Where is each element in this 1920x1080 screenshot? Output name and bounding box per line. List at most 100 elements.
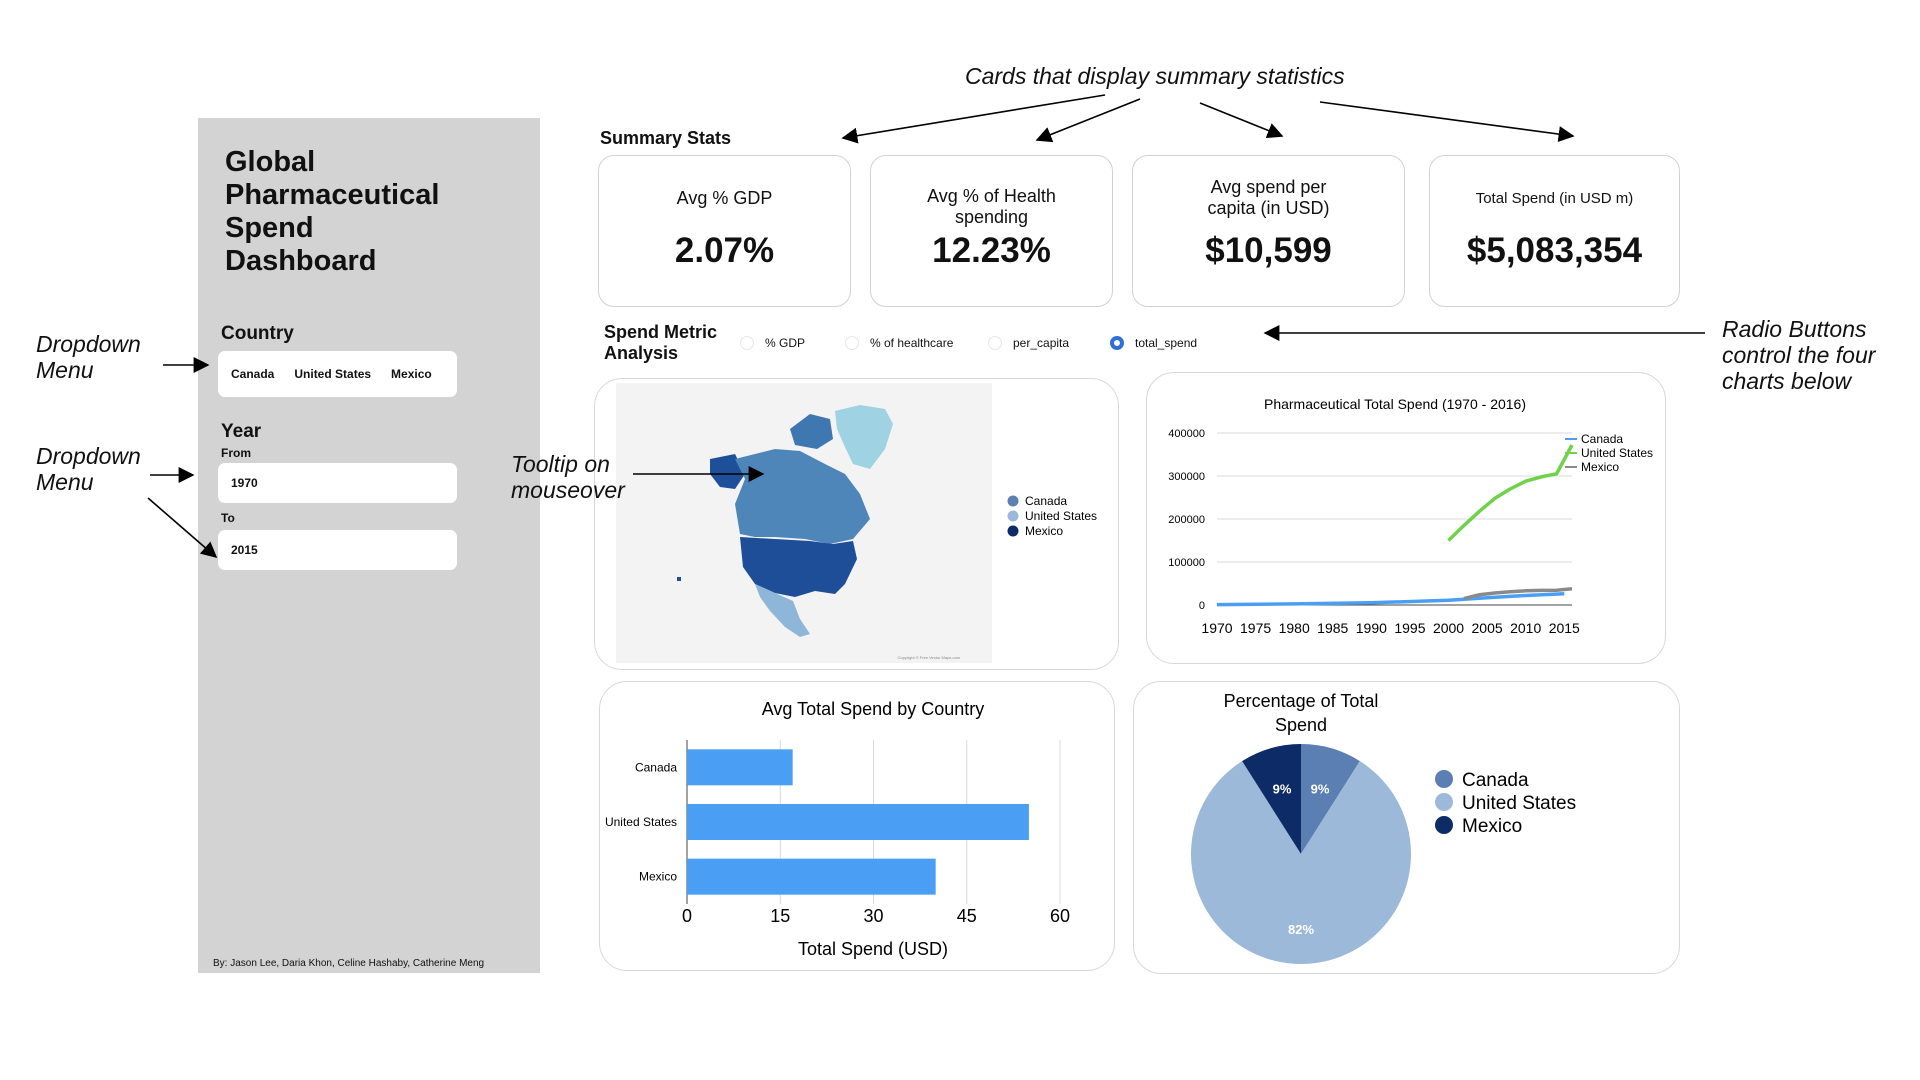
annotation-dropdown-year: Dropdown Menu	[36, 443, 141, 495]
stat-label-per-capita: Avg spend per capita (in USD)	[1133, 177, 1404, 219]
country-option-mexico[interactable]: Mexico	[391, 367, 432, 381]
year-label: Year	[221, 421, 261, 443]
radio-gdp-dot[interactable]	[740, 336, 754, 350]
radio-gdp[interactable]: % GDP	[740, 336, 805, 350]
country-option-canada[interactable]: Canada	[231, 367, 274, 381]
country-label: Country	[221, 323, 294, 345]
arrow-to-card-2	[1037, 99, 1140, 140]
bar-mexico[interactable]	[687, 859, 936, 895]
bar-chart: Avg Total Spend by Country 0 15 30 45 60 Can…	[600, 682, 1116, 972]
stat-card-total: Total Spend (in USD m) $5,083,354	[1429, 155, 1680, 307]
pie-chart: Percentage of Total Spend 9% 82% 9% Canada…	[1134, 682, 1681, 975]
pie-chart-card: Percentage of Total Spend 9% 82% 9% Canada…	[1133, 681, 1680, 974]
map-legend-mexico: Mexico	[1025, 524, 1063, 538]
to-label: To	[221, 511, 235, 525]
pie-chart-title-line2: Spend	[1275, 715, 1327, 735]
arrow-to-card-3	[1200, 103, 1282, 136]
radio-per-capita-dot[interactable]	[988, 336, 1002, 350]
line-x-tick: 1970	[1201, 620, 1232, 636]
credits: By: Jason Lee, Daria Khon, Celine Hashab…	[213, 958, 484, 969]
radio-total-spend-label: total_spend	[1135, 336, 1197, 350]
pie-legend-label: Canada	[1462, 770, 1529, 791]
line-chart-title: Pharmaceutical Total Spend (1970 - 2016)	[1264, 396, 1526, 412]
map-region-hawaii[interactable]	[677, 577, 681, 581]
radio-per-capita-label: per_capita	[1013, 336, 1069, 350]
stat-value-health: 12.23%	[871, 231, 1112, 271]
line-x-tick: 2015	[1549, 620, 1580, 636]
sidebar: Global Pharmaceutical Spend Dashboard Co…	[198, 118, 540, 973]
map-card: Copyright © Free Vector Maps.com Canada …	[594, 378, 1119, 670]
map-legend-united-states-swatch	[1008, 511, 1019, 522]
line-legend-label: Mexico	[1581, 460, 1619, 474]
year-to-dropdown[interactable]: 2015	[218, 530, 457, 570]
country-option-united-states[interactable]: United States	[294, 367, 371, 381]
map-svg: Copyright © Free Vector Maps.com Canada …	[595, 379, 1120, 671]
bar-x-tick: 30	[863, 906, 883, 926]
line-chart-card: Pharmaceutical Total Spend (1970 - 2016)…	[1146, 372, 1666, 664]
map-legend-mexico-swatch	[1008, 526, 1019, 537]
radio-healthcare-dot[interactable]	[845, 336, 859, 350]
bar-chart-title: Avg Total Spend by Country	[762, 699, 984, 719]
arrow-to-card-4	[1320, 102, 1573, 136]
bar-chart-card: Avg Total Spend by Country 0 15 30 45 60 Can…	[599, 681, 1115, 971]
bar-x-tick: 45	[957, 906, 977, 926]
country-dropdown[interactable]: Canada United States Mexico	[218, 351, 457, 397]
pie-slice-label: 82%	[1288, 922, 1314, 937]
pie-legend-swatch	[1435, 793, 1453, 811]
stat-value-per-capita: $10,599	[1133, 231, 1404, 271]
bar-chart-xlabel: Total Spend (USD)	[798, 939, 948, 959]
annotation-radio: Radio Buttons control the four charts be…	[1722, 316, 1875, 394]
radio-gdp-label: % GDP	[765, 336, 805, 350]
line-x-tick: 2010	[1510, 620, 1541, 636]
map-legend-united-states: United States	[1025, 509, 1097, 523]
line-y-tick: 200000	[1168, 514, 1205, 526]
line-x-tick: 1995	[1394, 620, 1425, 636]
pie-legend-swatch	[1435, 770, 1453, 788]
bar-category-label: Mexico	[639, 870, 677, 884]
radio-healthcare[interactable]: % of healthcare	[845, 336, 953, 350]
pie-legend-swatch	[1435, 816, 1453, 834]
stat-card-gdp: Avg % GDP 2.07%	[598, 155, 851, 307]
year-from-dropdown[interactable]: 1970	[218, 463, 457, 503]
pie-legend-label: Mexico	[1462, 816, 1522, 837]
line-x-tick: 1990	[1356, 620, 1387, 636]
bar-united-states[interactable]	[687, 804, 1029, 840]
pie-chart-title-line1: Percentage of Total	[1224, 691, 1379, 711]
stat-value-gdp: 2.07%	[599, 231, 850, 271]
line-series-united-states[interactable]	[1449, 445, 1573, 541]
radio-total-spend-dot[interactable]	[1110, 336, 1124, 350]
line-x-tick: 2000	[1433, 620, 1464, 636]
radio-per-capita[interactable]: per_capita	[988, 336, 1069, 350]
line-x-tick: 1975	[1240, 620, 1271, 636]
map-copyright: Copyright © Free Vector Maps.com	[897, 655, 960, 660]
line-x-tick: 1980	[1279, 620, 1310, 636]
line-chart: Pharmaceutical Total Spend (1970 - 2016)…	[1147, 373, 1667, 665]
line-y-tick: 300000	[1168, 471, 1205, 483]
summary-title: Summary Stats	[600, 128, 731, 149]
bar-x-tick: 15	[770, 906, 790, 926]
radio-total-spend[interactable]: total_spend	[1110, 336, 1197, 350]
annotation-dropdown-country: Dropdown Menu	[36, 331, 141, 383]
dashboard-title: Global Pharmaceutical Spend Dashboard	[225, 146, 525, 278]
line-y-tick: 100000	[1168, 557, 1205, 569]
map-legend-canada: Canada	[1025, 494, 1067, 508]
line-legend-label: Canada	[1581, 432, 1623, 446]
annotation-cards: Cards that display summary statistics	[965, 63, 1345, 89]
year-from-value: 1970	[231, 476, 258, 490]
stat-label-health: Avg % of Health spending	[871, 186, 1112, 228]
bar-category-label: United States	[605, 815, 677, 829]
pie-legend-label: United States	[1462, 793, 1576, 814]
line-x-tick: 1985	[1317, 620, 1348, 636]
stat-card-health: Avg % of Health spending 12.23%	[870, 155, 1113, 307]
line-legend-label: United States	[1581, 446, 1653, 460]
line-series-canada[interactable]	[1217, 594, 1564, 605]
map-legend: Canada United States Mexico	[1008, 494, 1098, 538]
stat-label-gdp: Avg % GDP	[599, 188, 850, 209]
spend-metric-title: Spend Metric Analysis	[604, 322, 744, 364]
map-legend-canada-swatch	[1008, 496, 1019, 507]
stat-card-per-capita: Avg spend per capita (in USD) $10,599	[1132, 155, 1405, 307]
line-y-tick: 0	[1199, 600, 1205, 612]
bar-canada[interactable]	[687, 749, 793, 785]
pie-slice-label: 9%	[1311, 782, 1330, 797]
